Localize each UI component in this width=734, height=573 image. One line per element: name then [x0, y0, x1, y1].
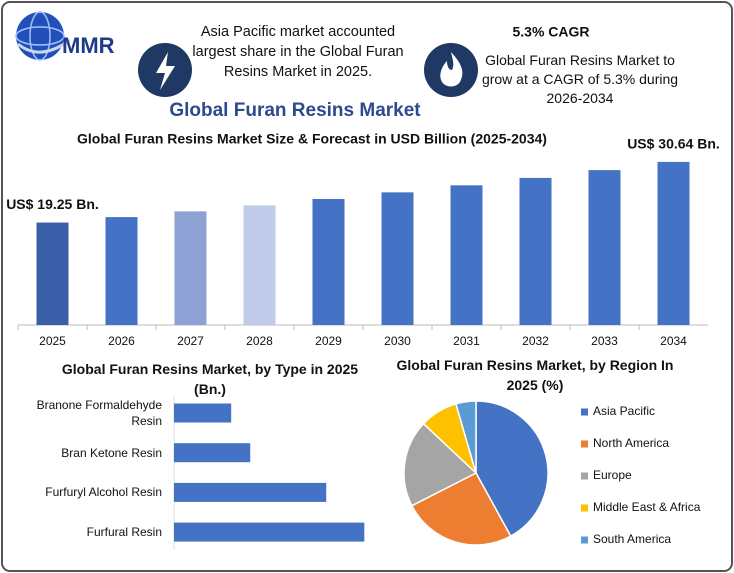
lightning-icon — [138, 43, 192, 97]
x-tick-label: 2029 — [315, 334, 342, 348]
bar — [174, 482, 327, 502]
x-tick-label: 2026 — [108, 334, 135, 348]
legend-label: North America — [593, 436, 669, 450]
pie-slice — [454, 400, 477, 474]
flame-icon — [424, 43, 478, 97]
bar — [243, 205, 276, 325]
x-tick-label: 2030 — [384, 334, 411, 348]
x-tick-label: 2034 — [660, 334, 687, 348]
bar — [174, 522, 365, 542]
fact-text: Global Furan Resins Market to grow at a … — [481, 52, 679, 106]
legend-swatch — [581, 440, 588, 448]
bar — [174, 211, 207, 325]
y-tick-label: Bran Ketone Resin — [61, 445, 162, 460]
value-label: US$ 19.25 Bn. — [6, 196, 99, 212]
legend-label: Asia Pacific — [593, 404, 655, 418]
y-tick-label: Furfuryl Alcohol Resin — [45, 485, 162, 500]
legend-swatch — [581, 536, 588, 544]
bar — [519, 177, 552, 325]
x-tick-label: 2025 — [39, 334, 66, 348]
pie-slice — [403, 422, 478, 507]
pie-slice — [410, 472, 512, 546]
chart-title: Global Furan Resins Market, by Type in 2… — [61, 361, 359, 397]
x-tick-label: 2028 — [246, 334, 273, 348]
legend-swatch — [581, 504, 588, 512]
pie-slice — [475, 400, 549, 538]
bar — [381, 192, 414, 325]
bar — [312, 199, 345, 325]
chart-title: Global Furan Resins Market Size & Foreca… — [77, 131, 547, 147]
x-tick-label: 2032 — [522, 334, 549, 348]
y-tick-label: Furfural Resin — [86, 525, 162, 540]
legend-label: Europe — [593, 468, 632, 482]
legend-label: Middle East & Africa — [593, 500, 701, 514]
main-title: Global Furan Resins Market — [169, 100, 421, 121]
logo-text: MMR — [62, 33, 115, 58]
x-tick-label: 2027 — [177, 334, 204, 348]
bar — [105, 217, 138, 325]
bar — [450, 185, 483, 325]
x-tick-label: 2033 — [591, 334, 618, 348]
legend-label: South America — [593, 532, 671, 546]
logo-globe — [15, 11, 71, 61]
fact-text: Asia Pacific market accounted largest sh… — [192, 24, 404, 80]
bar — [174, 443, 251, 463]
value-label: US$ 30.64 Bn. — [627, 136, 720, 152]
legend-swatch — [581, 472, 588, 480]
legend-swatch — [581, 408, 588, 416]
chart-title: Global Furan Resins Market, by Region In… — [396, 357, 674, 393]
bar — [36, 222, 69, 325]
x-tick-label: 2031 — [453, 334, 480, 348]
cagr-title: 5.3% CAGR — [512, 24, 589, 40]
bar — [174, 403, 232, 423]
bar — [588, 170, 621, 325]
y-tick-label: Branone Formaldehyde Resin — [36, 398, 162, 428]
bar — [657, 161, 690, 325]
